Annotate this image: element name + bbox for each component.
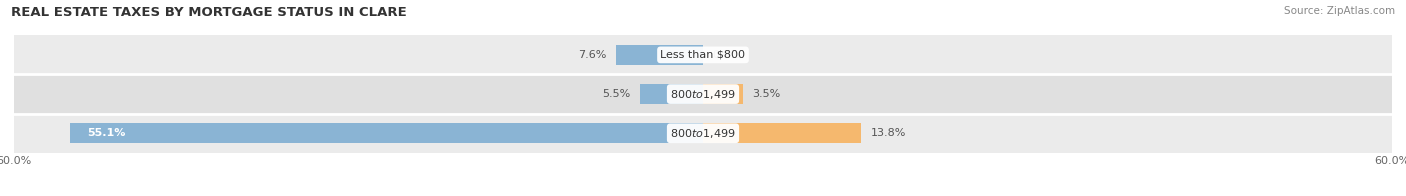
Text: Source: ZipAtlas.com: Source: ZipAtlas.com — [1284, 6, 1395, 16]
Bar — [703, 84, 744, 104]
Bar — [616, 45, 703, 65]
Text: $800 to $1,499: $800 to $1,499 — [671, 127, 735, 140]
Text: Less than $800: Less than $800 — [661, 50, 745, 60]
Bar — [14, 35, 1392, 74]
Bar — [14, 114, 1392, 153]
Text: 3.5%: 3.5% — [752, 89, 780, 99]
Text: 55.1%: 55.1% — [87, 128, 127, 138]
Bar — [640, 84, 703, 104]
Bar — [703, 123, 862, 143]
Text: 13.8%: 13.8% — [870, 128, 905, 138]
Bar — [70, 123, 703, 143]
Text: REAL ESTATE TAXES BY MORTGAGE STATUS IN CLARE: REAL ESTATE TAXES BY MORTGAGE STATUS IN … — [11, 6, 406, 19]
Text: $800 to $1,499: $800 to $1,499 — [671, 88, 735, 101]
Bar — [14, 74, 1392, 114]
Text: 5.5%: 5.5% — [602, 89, 631, 99]
Text: 0.0%: 0.0% — [713, 50, 741, 60]
Text: 7.6%: 7.6% — [578, 50, 606, 60]
